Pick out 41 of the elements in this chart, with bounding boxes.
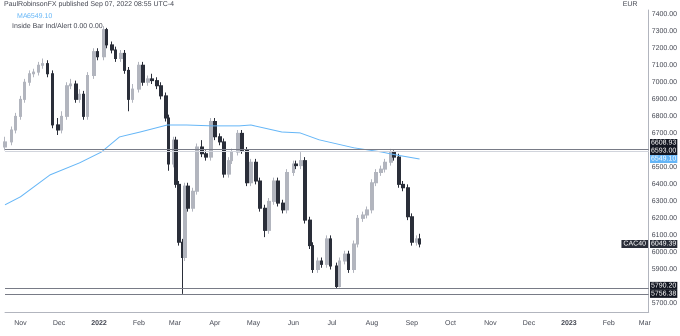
candlestick	[347, 250, 350, 274]
candlestick	[236, 129, 240, 156]
candlestick	[338, 257, 341, 288]
candlestick	[74, 80, 78, 104]
candlestick	[249, 158, 253, 187]
candlestick	[105, 27, 108, 49]
candlestick	[325, 234, 329, 268]
candlestick	[56, 118, 60, 136]
candlestick	[86, 72, 89, 120]
candlestick	[418, 233, 421, 248]
candlestick	[222, 138, 226, 178]
candlestick	[119, 49, 123, 62]
line-series	[4, 124, 420, 206]
candlestick	[37, 61, 40, 76]
candlestick	[141, 61, 145, 86]
candlestick	[183, 182, 187, 262]
candlestick	[46, 60, 49, 78]
candlestick	[3, 136, 7, 151]
candlestick	[285, 168, 289, 214]
candlestick	[383, 158, 387, 173]
candlestick	[146, 75, 150, 86]
candlestick	[186, 182, 190, 212]
candlestick	[131, 84, 134, 104]
candlestick	[82, 90, 85, 120]
candlestick	[96, 48, 99, 61]
candlestick	[92, 48, 96, 80]
candlestick	[28, 70, 31, 86]
candlestick	[60, 110, 63, 134]
candlestick	[292, 160, 295, 176]
candlestick	[316, 257, 320, 274]
candlestick	[78, 88, 81, 104]
candlestick	[65, 82, 69, 120]
candlestick	[299, 152, 303, 170]
candlestick	[51, 70, 54, 129]
candlestick	[294, 160, 298, 170]
candlestick	[320, 257, 323, 268]
candlestick	[329, 234, 332, 270]
candlestick	[137, 61, 141, 94]
candlestick	[209, 118, 213, 162]
candlestick	[343, 250, 347, 265]
candlestick	[415, 234, 419, 246]
